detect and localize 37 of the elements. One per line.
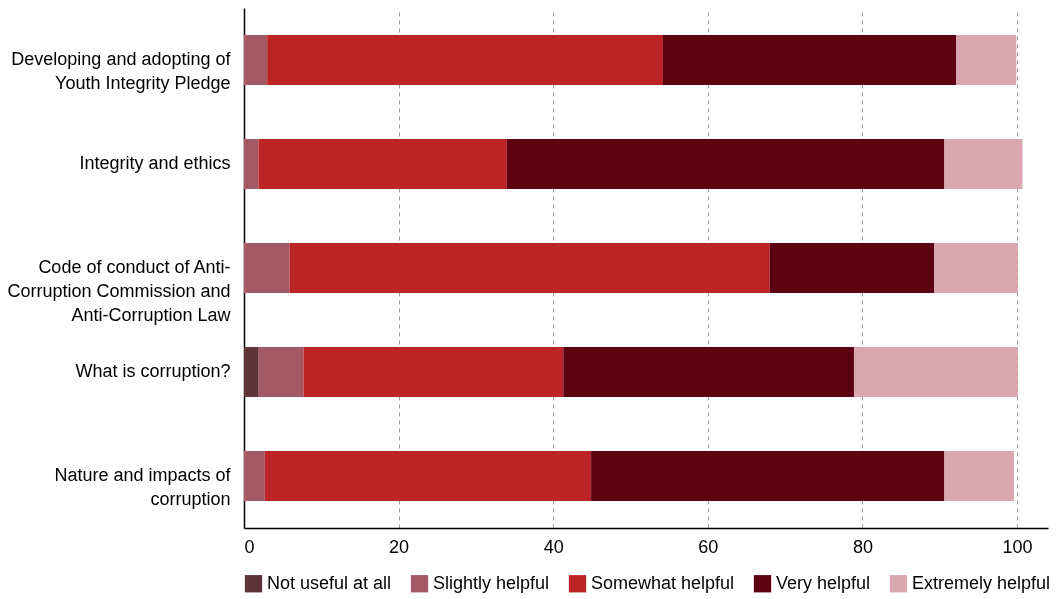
x-tick-label: 0: [244, 536, 255, 557]
bar: [853, 347, 1018, 397]
bar: [303, 347, 564, 397]
bar: [769, 243, 935, 293]
bar: [563, 347, 854, 397]
bar: [244, 139, 259, 189]
bar: [258, 347, 304, 397]
bar: [506, 139, 945, 189]
bar: [944, 139, 1023, 189]
x-tick-label: 40: [543, 536, 564, 557]
bar: [258, 139, 507, 189]
legend-label: Very helpful: [776, 572, 871, 593]
bar: [264, 451, 592, 501]
x-tick-label: 100: [1002, 536, 1033, 557]
bar: [663, 35, 956, 85]
bar: [244, 347, 259, 397]
y-tick-label: Developing and adopting of Youth Integrity Pledge: [11, 49, 232, 93]
y-tick-label: Nature and impacts of corruption: [54, 465, 232, 509]
bar: [244, 451, 265, 501]
bar: [956, 35, 1017, 85]
legend-label: Slightly helpful: [433, 572, 550, 593]
legend-label: Not useful at all: [267, 572, 392, 593]
bar: [944, 451, 1014, 501]
y-tick-label: Integrity and ethics: [79, 153, 231, 173]
bar: [289, 243, 770, 293]
x-tick-label: 80: [852, 536, 873, 557]
bar: [934, 243, 1018, 293]
y-tick-label: What is corruption?: [75, 361, 231, 381]
bar: [591, 451, 945, 501]
bar: [267, 35, 664, 85]
y-tick-label: Code of conduct of Anti-Corruption Commission and Anti-Corruption Law: [7, 257, 232, 325]
x-tick-label: 20: [389, 536, 410, 557]
legend-label: Extremely helpful: [912, 572, 1051, 593]
x-tick-label: 60: [698, 536, 719, 557]
bar: [244, 35, 268, 85]
legend-label: Somewhat helpful: [591, 572, 735, 593]
bar: [244, 243, 290, 293]
